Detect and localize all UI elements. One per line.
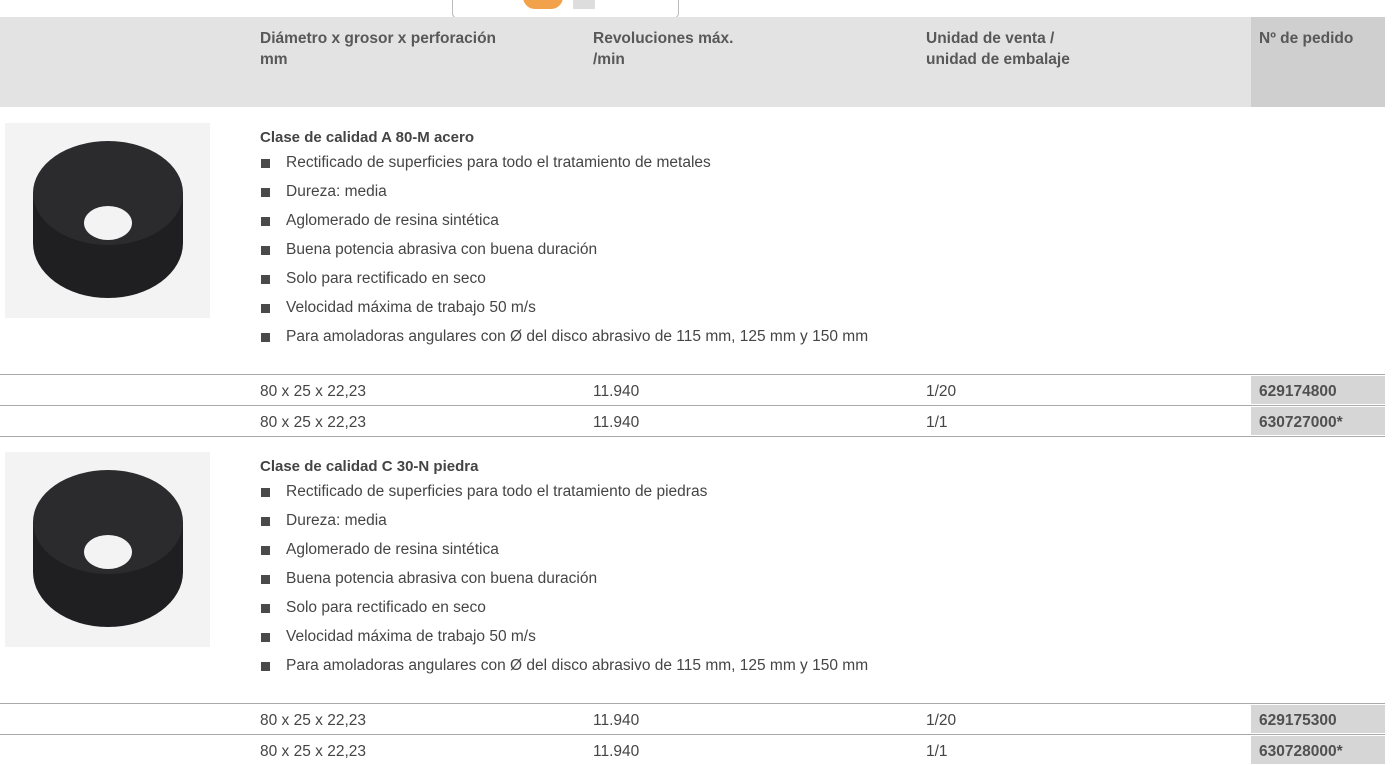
bullet-square <box>261 188 270 197</box>
row-cell: 80 x 25 x 22,23 <box>260 743 366 760</box>
row-cell: 80 x 25 x 22,23 <box>260 383 366 400</box>
header-label: /min <box>593 51 625 68</box>
product-title: Clase de calidad C 30-N piedra <box>260 458 479 475</box>
order-number: 630727000* <box>1259 414 1343 431</box>
bullet-text: Dureza: media <box>286 183 387 200</box>
header-label: Unidad de venta / <box>926 30 1055 47</box>
order-cell <box>1251 736 1385 764</box>
row-cell: 80 x 25 x 22,23 <box>260 712 366 729</box>
header-label: Revoluciones máx. <box>593 30 734 47</box>
row-rule <box>0 436 1385 437</box>
bullet-text: Rectificado de superficies para todo el … <box>286 483 708 500</box>
header-band <box>0 17 1385 107</box>
bullet-text: Velocidad máxima de trabajo 50 m/s <box>286 299 536 316</box>
bullet-square <box>261 517 270 526</box>
row-cell: 1/20 <box>926 712 957 729</box>
header-label: Diámetro x grosor x perforación <box>260 30 497 47</box>
bullet-text: Aglomerado de resina sintética <box>286 541 499 558</box>
row-rule <box>0 374 1385 375</box>
bullet-square <box>261 488 270 497</box>
bullet-square <box>261 217 270 226</box>
row-cell: 80 x 25 x 22,23 <box>260 414 366 431</box>
bullet-square <box>261 333 270 342</box>
row-rule <box>0 703 1385 704</box>
header-label: unidad de embalaje <box>926 51 1070 68</box>
bullet-square <box>261 304 270 313</box>
bullet-text: Para amoladoras angulares con Ø del disc… <box>286 657 869 674</box>
bullet-square <box>261 275 270 284</box>
row-cell: 11.940 <box>593 414 640 431</box>
order-number: 629175300 <box>1259 712 1337 729</box>
bullet-text: Rectificado de superficies para todo el … <box>286 154 711 171</box>
row-cell: 1/1 <box>926 414 948 431</box>
row-cell: 1/20 <box>926 383 957 400</box>
bullet-text: Velocidad máxima de trabajo 50 m/s <box>286 628 536 645</box>
bullet-square <box>261 575 270 584</box>
bullet-text: Aglomerado de resina sintética <box>286 212 499 229</box>
bullet-text: Solo para rectificado en seco <box>286 599 486 616</box>
header-label: Nº de pedido <box>1259 30 1354 47</box>
row-cell: 11.940 <box>593 712 640 729</box>
row-cell: 11.940 <box>593 383 640 400</box>
product-image <box>5 452 210 647</box>
order-cell <box>1251 705 1385 733</box>
header-label: mm <box>260 51 288 68</box>
bullet-square <box>261 604 270 613</box>
header-order-cell <box>1251 17 1385 107</box>
order-number: 630728000* <box>1259 743 1343 760</box>
bullet-text: Solo para rectificado en seco <box>286 270 486 287</box>
row-cell: 11.940 <box>593 743 640 760</box>
bullet-square <box>261 246 270 255</box>
product-image <box>5 123 210 318</box>
bullet-text: Dureza: media <box>286 512 387 529</box>
row-cell: 1/1 <box>926 743 948 760</box>
bullet-square <box>261 662 270 671</box>
bullet-square <box>261 159 270 168</box>
product-title: Clase de calidad A 80-M acero <box>260 129 474 146</box>
bullet-text: Buena potencia abrasiva con buena duraci… <box>286 241 598 258</box>
bullet-square <box>261 633 270 642</box>
bullet-text: Para amoladoras angulares con Ø del disc… <box>286 328 869 345</box>
bullet-text: Buena potencia abrasiva con buena duraci… <box>286 570 598 587</box>
row-rule <box>0 405 1385 406</box>
order-cell <box>1251 376 1385 404</box>
order-number: 629174800 <box>1259 383 1337 400</box>
bullet-square <box>261 546 270 555</box>
row-rule <box>0 734 1385 735</box>
order-cell <box>1251 407 1385 435</box>
